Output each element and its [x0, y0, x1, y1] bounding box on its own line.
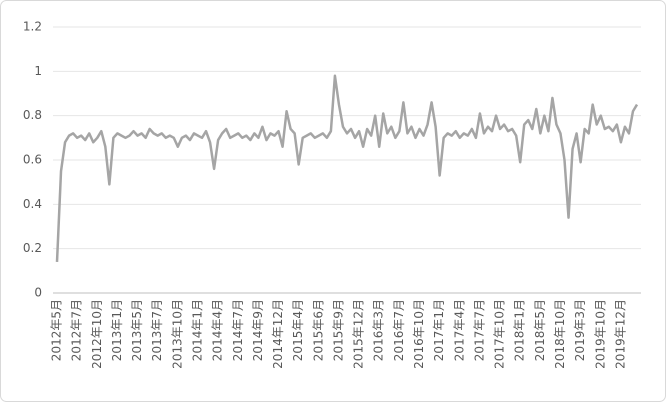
data-line: [55, 74, 639, 263]
x-tick-label: 2016年3月: [372, 299, 386, 361]
x-tick-label: 2013年10月: [170, 299, 184, 369]
x-tick-label: 2014年1月: [190, 299, 204, 361]
x-tick-label: 2014年7月: [231, 299, 245, 361]
x-tick-label: 2015年9月: [331, 299, 345, 361]
x-tick-label: 2014年12月: [271, 299, 285, 369]
x-tick-label: 2016年7月: [392, 299, 406, 361]
x-tick-label: 2012年5月: [50, 299, 64, 361]
x-tick-label: 2012年7月: [70, 299, 84, 361]
x-tick-label: 2017年7月: [472, 299, 486, 361]
x-tick-label: 2016年10月: [412, 299, 426, 369]
y-tick-label: 0: [34, 286, 42, 300]
y-tick-label: 1.2: [23, 20, 42, 34]
x-tick-label: 2019年10月: [593, 299, 607, 369]
x-tick-label: 2014年9月: [251, 299, 265, 361]
x-tick-label: 2018年5月: [533, 299, 547, 361]
x-tick-label: 2017年4月: [452, 299, 466, 361]
y-tick-label: 0.6: [23, 153, 42, 167]
x-tick-label: 2013年5月: [130, 299, 144, 361]
y-tick-label: 0.8: [23, 108, 42, 122]
y-tick-label: 0.2: [23, 241, 42, 255]
x-tick-label: 2015年6月: [311, 299, 325, 361]
x-tick-label: 2018年10月: [553, 299, 567, 369]
x-tick-label: 2019年3月: [573, 299, 587, 361]
x-tick-label: 2014年4月: [211, 299, 225, 361]
x-tick-label: 2018年1月: [513, 299, 527, 361]
x-tick-label: 2013年1月: [110, 299, 124, 361]
x-tick-label: 2017年10月: [493, 299, 507, 369]
y-tick-label: 0.4: [23, 197, 42, 211]
x-tick-label: 2019年12月: [613, 299, 627, 369]
x-tick-label: 2017年1月: [432, 299, 446, 361]
x-tick-label: 2015年12月: [352, 299, 366, 369]
x-tick-label: 2013年7月: [150, 299, 164, 361]
x-tick-label: 2015年4月: [291, 299, 305, 361]
y-tick-label: 1: [34, 64, 42, 78]
x-tick-label: 2012年10月: [90, 299, 104, 369]
